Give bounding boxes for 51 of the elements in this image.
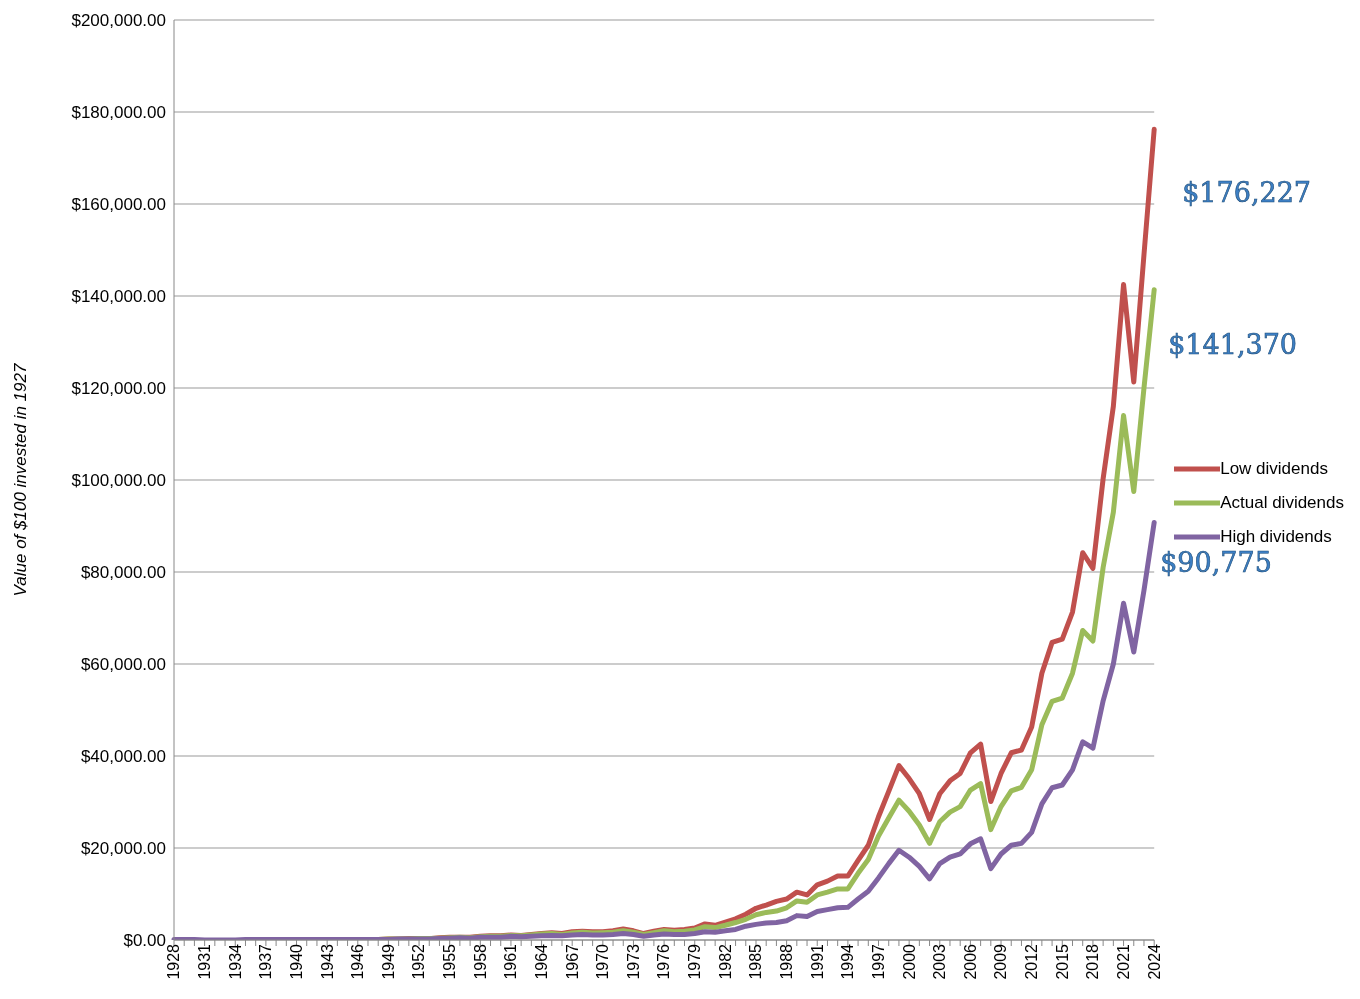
x-tick-label: 2009 — [992, 943, 1010, 980]
x-tick-label: 2003 — [931, 943, 949, 980]
y-tick-label: $80,000.00 — [80, 563, 166, 583]
annotation: $176,227 — [1182, 176, 1312, 208]
annotation: $90,775 — [1160, 546, 1272, 578]
x-tick-label: 1940 — [287, 943, 305, 980]
x-tick-label: 2000 — [900, 943, 918, 980]
x-tick-label: 1943 — [318, 943, 336, 980]
y-tick-label: $0.00 — [123, 931, 166, 951]
x-tick-label: 2006 — [961, 943, 979, 980]
x-tick-label: 2021 — [1114, 943, 1132, 980]
x-tick-label: 1949 — [379, 943, 397, 980]
y-tick-label: $20,000.00 — [80, 839, 166, 859]
x-tick-label: 1994 — [839, 943, 857, 980]
legend-label: Actual dividends — [1220, 493, 1344, 513]
x-tick-label: 1967 — [563, 943, 581, 980]
legend-label: Low dividends — [1220, 459, 1328, 479]
x-tick-label: 1982 — [716, 943, 734, 980]
x-tick-label: 2018 — [1084, 943, 1102, 980]
x-tick-label: 1970 — [594, 943, 612, 980]
y-tick-label: $100,000.00 — [71, 471, 166, 491]
x-tick-label: 1931 — [195, 943, 213, 980]
x-tick-label: 1997 — [869, 943, 887, 980]
x-tick-label: 1946 — [349, 943, 367, 980]
x-tick-label: 1964 — [532, 943, 550, 980]
x-tick-label: 2015 — [1053, 943, 1071, 980]
x-tick-label: 1955 — [441, 943, 459, 980]
x-tick-label: 1979 — [686, 943, 704, 980]
x-tick-label: 1991 — [808, 943, 826, 980]
y-tick-label: $120,000.00 — [71, 379, 166, 399]
y-tick-label: $200,000.00 — [71, 11, 166, 31]
x-tick-label: 1961 — [502, 943, 520, 980]
y-tick-label: $60,000.00 — [80, 655, 166, 675]
x-tick-label: 1976 — [655, 943, 673, 980]
x-tick-label: 1934 — [226, 943, 244, 980]
x-tick-label: 1952 — [410, 943, 428, 980]
x-tick-label: 1988 — [777, 943, 795, 980]
x-tick-label: 2024 — [1145, 943, 1163, 980]
x-tick-label: 1928 — [165, 943, 183, 980]
y-tick-label: $180,000.00 — [71, 103, 166, 123]
annotation: $141,370 — [1168, 329, 1298, 361]
x-tick-label: 1985 — [747, 943, 765, 980]
y-axis-title: Value of $100 invested in 1927 — [11, 363, 31, 597]
legend-label: High dividends — [1220, 527, 1332, 547]
x-tick-label: 1937 — [257, 943, 275, 980]
y-tick-label: $40,000.00 — [80, 747, 166, 767]
x-tick-label: 1973 — [624, 943, 642, 980]
y-tick-label: $140,000.00 — [71, 287, 166, 307]
x-tick-label: 1958 — [471, 943, 489, 980]
x-tick-label: 2012 — [1023, 943, 1041, 980]
y-tick-label: $160,000.00 — [71, 195, 166, 215]
